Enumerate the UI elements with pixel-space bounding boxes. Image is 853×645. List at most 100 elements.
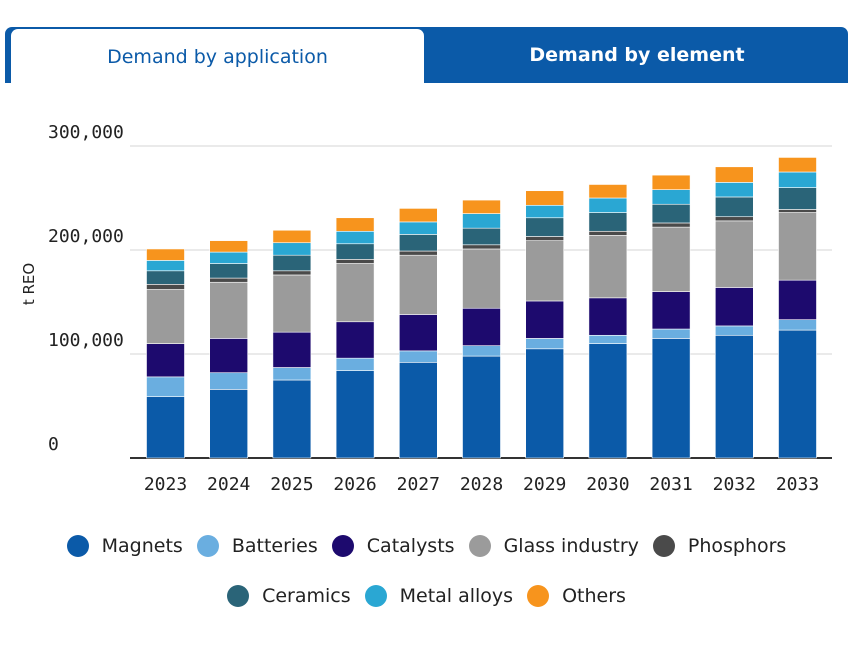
bar-segment-others[interactable] <box>778 157 817 173</box>
bar-stack-2027[interactable] <box>398 208 438 459</box>
bar-segment-others[interactable] <box>335 217 375 232</box>
bar-stack-2031[interactable] <box>651 174 691 459</box>
bar-segment-phosphors[interactable] <box>209 277 248 283</box>
bar-segment-ceramics[interactable] <box>714 196 754 218</box>
legend-item-phosphors[interactable]: Phosphors <box>652 535 786 557</box>
bar-segment-phosphors[interactable] <box>714 216 754 222</box>
bar-segment-ceramics[interactable] <box>778 187 817 210</box>
bar-segment-catalysts[interactable] <box>525 300 565 339</box>
bar-segment-glass-industry[interactable] <box>778 212 817 281</box>
bar-segment-catalysts[interactable] <box>651 291 691 330</box>
bar-segment-others[interactable] <box>651 174 691 190</box>
bar-segment-ceramics[interactable] <box>588 212 628 232</box>
bar-segment-metal-alloys[interactable] <box>714 182 754 198</box>
bar-segment-metal-alloys[interactable] <box>209 251 248 264</box>
bar-stack-2025[interactable] <box>272 229 312 459</box>
bar-segment-glass-industry[interactable] <box>209 281 248 339</box>
bar-segment-others[interactable] <box>146 248 185 261</box>
bar-segment-catalysts[interactable] <box>398 314 438 352</box>
bar-segment-phosphors[interactable] <box>525 236 565 241</box>
bar-segment-catalysts[interactable] <box>462 307 501 346</box>
bar-segment-batteries[interactable] <box>146 376 185 397</box>
bar-segment-glass-industry[interactable] <box>398 254 438 315</box>
bar-segment-batteries[interactable] <box>335 357 375 371</box>
bar-segment-metal-alloys[interactable] <box>398 221 438 235</box>
bar-segment-glass-industry[interactable] <box>146 289 185 344</box>
bar-segment-others[interactable] <box>209 240 248 253</box>
bar-segment-magnets[interactable] <box>335 370 375 459</box>
bar-segment-magnets[interactable] <box>778 329 817 459</box>
bar-stack-2033[interactable] <box>778 157 817 459</box>
bar-segment-batteries[interactable] <box>778 319 817 331</box>
bar-segment-catalysts[interactable] <box>209 338 248 374</box>
bar-segment-magnets[interactable] <box>462 355 501 459</box>
legend-item-batteries[interactable]: Batteries <box>196 535 318 557</box>
legend-item-ceramics[interactable]: Ceramics <box>227 585 351 607</box>
legend-item-others[interactable]: Others <box>527 585 626 607</box>
legend-item-magnets[interactable]: Magnets <box>66 535 183 557</box>
bar-segment-magnets[interactable] <box>588 343 628 459</box>
bar-segment-glass-industry[interactable] <box>525 240 565 302</box>
bar-segment-ceramics[interactable] <box>398 234 438 252</box>
bar-segment-magnets[interactable] <box>209 389 248 459</box>
bar-segment-catalysts[interactable] <box>778 279 817 320</box>
legend-item-glass-industry[interactable]: Glass industry <box>468 535 639 557</box>
bar-segment-magnets[interactable] <box>714 334 754 459</box>
bar-segment-metal-alloys[interactable] <box>525 204 565 219</box>
bar-segment-glass-industry[interactable] <box>588 235 628 299</box>
bar-segment-magnets[interactable] <box>272 379 312 459</box>
bar-segment-magnets[interactable] <box>525 348 565 459</box>
bar-segment-ceramics[interactable] <box>209 263 248 279</box>
bar-segment-others[interactable] <box>588 184 628 199</box>
bar-segment-batteries[interactable] <box>209 372 248 390</box>
bar-segment-batteries[interactable] <box>714 325 754 336</box>
bar-segment-phosphors[interactable] <box>778 209 817 213</box>
bar-segment-glass-industry[interactable] <box>335 263 375 323</box>
bar-segment-phosphors[interactable] <box>272 270 312 276</box>
bar-segment-catalysts[interactable] <box>146 343 185 378</box>
bar-segment-magnets[interactable] <box>651 338 691 459</box>
bar-segment-phosphors[interactable] <box>588 230 628 236</box>
bar-segment-batteries[interactable] <box>588 334 628 344</box>
bar-segment-ceramics[interactable] <box>462 227 501 246</box>
legend-item-metal-alloys[interactable]: Metal alloys <box>364 585 513 607</box>
bar-segment-ceramics[interactable] <box>272 254 312 272</box>
bar-stack-2032[interactable] <box>714 166 754 459</box>
bar-segment-phosphors[interactable] <box>651 222 691 228</box>
bar-segment-others[interactable] <box>525 190 565 206</box>
bar-segment-magnets[interactable] <box>398 362 438 459</box>
bar-segment-metal-alloys[interactable] <box>778 171 817 188</box>
bar-stack-2024[interactable] <box>209 240 248 459</box>
bar-stack-2029[interactable] <box>525 190 565 459</box>
bar-stack-2028[interactable] <box>462 199 501 459</box>
legend-item-catalysts[interactable]: Catalysts <box>331 535 455 557</box>
bar-segment-others[interactable] <box>398 208 438 223</box>
bar-segment-phosphors[interactable] <box>462 244 501 250</box>
bar-segment-catalysts[interactable] <box>588 297 628 336</box>
bar-segment-ceramics[interactable] <box>146 270 185 285</box>
bar-segment-metal-alloys[interactable] <box>462 213 501 229</box>
bar-segment-catalysts[interactable] <box>335 321 375 359</box>
bar-segment-glass-industry[interactable] <box>272 274 312 333</box>
bar-segment-ceramics[interactable] <box>525 217 565 237</box>
tab-demand-by-element[interactable]: Demand by element <box>529 44 745 66</box>
bar-segment-others[interactable] <box>272 229 312 244</box>
bar-segment-glass-industry[interactable] <box>462 248 501 309</box>
bar-segment-others[interactable] <box>462 199 501 214</box>
bar-segment-phosphors[interactable] <box>398 250 438 256</box>
bar-segment-glass-industry[interactable] <box>651 226 691 292</box>
bar-segment-others[interactable] <box>714 166 754 183</box>
bar-segment-batteries[interactable] <box>272 367 312 381</box>
bar-segment-metal-alloys[interactable] <box>588 197 628 213</box>
bar-segment-glass-industry[interactable] <box>714 220 754 288</box>
bar-segment-batteries[interactable] <box>651 328 691 339</box>
bar-segment-catalysts[interactable] <box>272 331 312 368</box>
bar-segment-metal-alloys[interactable] <box>651 189 691 205</box>
bar-segment-metal-alloys[interactable] <box>146 260 185 272</box>
bar-segment-ceramics[interactable] <box>651 203 691 224</box>
bar-segment-magnets[interactable] <box>146 396 185 459</box>
bar-segment-ceramics[interactable] <box>335 243 375 260</box>
bar-segment-phosphors[interactable] <box>146 284 185 290</box>
bar-segment-batteries[interactable] <box>398 350 438 363</box>
tab-demand-by-application[interactable]: Demand by application <box>11 29 424 85</box>
